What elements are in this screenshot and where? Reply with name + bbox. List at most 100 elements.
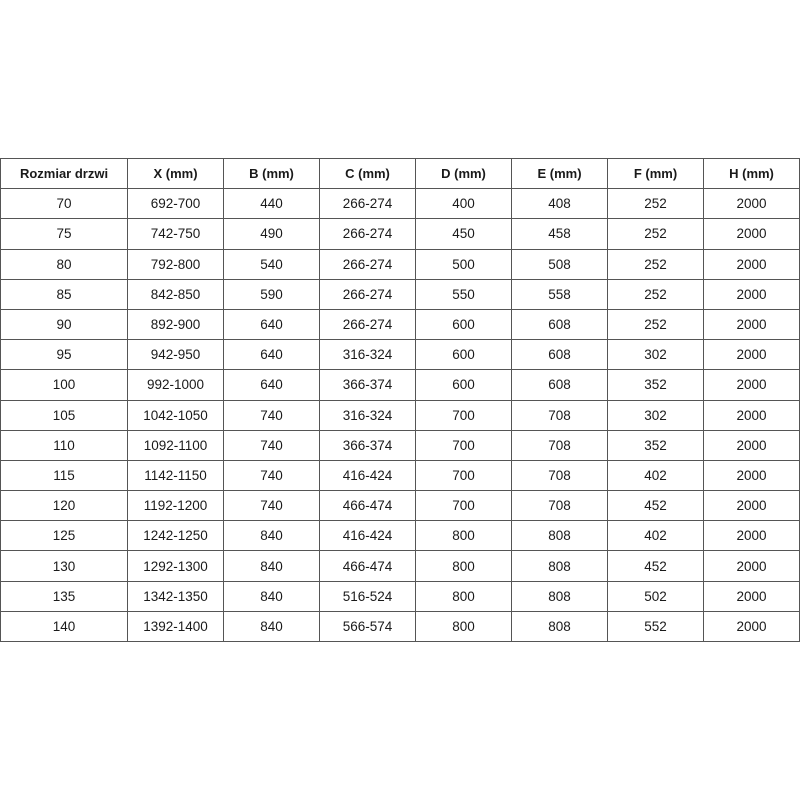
- table-cell: 2000: [703, 580, 800, 612]
- table-row: 135 1342-1350 840 516-524 800 808 502 2000: [0, 580, 800, 612]
- table-cell: 792-800: [127, 248, 224, 280]
- table-cell: 2000: [703, 218, 800, 250]
- table-cell: 552: [607, 610, 704, 643]
- table-row: 80 792-800 540 266-274 500 508 252 2000: [0, 248, 800, 280]
- table-cell: 125: [0, 520, 128, 552]
- column-header: H (mm): [703, 157, 800, 190]
- table-cell: 95: [0, 339, 128, 371]
- table-cell: 808: [511, 520, 608, 552]
- table-cell: 708: [511, 429, 608, 461]
- table-cell: 808: [511, 580, 608, 612]
- table-cell: 2000: [703, 278, 800, 310]
- table-cell: 708: [511, 459, 608, 492]
- table-cell: 1092-1100: [127, 429, 224, 461]
- table-row: 70 692-700 440 266-274 400 408 252 2000: [0, 188, 800, 220]
- table-cell: 416-424: [319, 520, 416, 552]
- table-cell: 266-274: [319, 188, 416, 220]
- table-cell: 992-1000: [127, 369, 224, 401]
- table-cell: 2000: [703, 459, 800, 492]
- table-cell: 2000: [703, 399, 800, 431]
- table-cell: 608: [511, 308, 608, 341]
- table-cell: 450: [415, 218, 512, 250]
- column-header: C (mm): [319, 157, 416, 190]
- table-cell: 252: [607, 278, 704, 310]
- table-cell: 266-274: [319, 248, 416, 280]
- table-cell: 115: [0, 459, 128, 492]
- table-cell: 352: [607, 369, 704, 401]
- table-cell: 452: [607, 550, 704, 582]
- column-header: Rozmiar drzwi: [0, 157, 128, 190]
- table-row: 95 942-950 640 316-324 600 608 302 2000: [0, 339, 800, 371]
- door-size-table: Rozmiar drzwi X (mm) B (mm) C (mm) D (mm) E (…: [0, 157, 800, 643]
- table-cell: 2000: [703, 188, 800, 220]
- table-cell: 266-274: [319, 278, 416, 310]
- table-cell: 800: [415, 580, 512, 612]
- table-cell: 840: [223, 520, 320, 552]
- table-cell: 808: [511, 610, 608, 643]
- table-cell: 808: [511, 550, 608, 582]
- table-cell: 366-374: [319, 429, 416, 461]
- table-cell: 440: [223, 188, 320, 220]
- table-cell: 266-274: [319, 218, 416, 250]
- table-cell: 740: [223, 399, 320, 431]
- table-cell: 700: [415, 490, 512, 522]
- table-row: 100 992-1000 640 366-374 600 608 352 2000: [0, 369, 800, 401]
- table-cell: 558: [511, 278, 608, 310]
- table-cell: 402: [607, 459, 704, 492]
- table-cell: 120: [0, 490, 128, 522]
- table-row: 140 1392-1400 840 566-574 800 808 552 2000: [0, 610, 800, 643]
- table-row: 125 1242-1250 840 416-424 800 808 402 2000: [0, 520, 800, 552]
- table-cell: 490: [223, 218, 320, 250]
- table-cell: 942-950: [127, 339, 224, 371]
- table-cell: 1292-1300: [127, 550, 224, 582]
- table-cell: 800: [415, 520, 512, 552]
- table-cell: 402: [607, 520, 704, 552]
- table-cell: 352: [607, 429, 704, 461]
- table-cell: 105: [0, 399, 128, 431]
- table-cell: 266-274: [319, 308, 416, 341]
- table-cell: 2000: [703, 550, 800, 582]
- table-cell: 70: [0, 188, 128, 220]
- table-cell: 800: [415, 550, 512, 582]
- table-cell: 2000: [703, 610, 800, 643]
- table-cell: 692-700: [127, 188, 224, 220]
- table-cell: 600: [415, 308, 512, 341]
- table-cell: 452: [607, 490, 704, 522]
- table-cell: 140: [0, 610, 128, 643]
- table-cell: 700: [415, 459, 512, 492]
- table-cell: 85: [0, 278, 128, 310]
- table-cell: 252: [607, 218, 704, 250]
- table-cell: 1342-1350: [127, 580, 224, 612]
- table-cell: 135: [0, 580, 128, 612]
- column-header: X (mm): [127, 157, 224, 190]
- table-cell: 508: [511, 248, 608, 280]
- table-cell: 1242-1250: [127, 520, 224, 552]
- table-cell: 892-900: [127, 308, 224, 341]
- table-cell: 608: [511, 339, 608, 371]
- table-cell: 75: [0, 218, 128, 250]
- table-cell: 90: [0, 308, 128, 341]
- table-cell: 2000: [703, 520, 800, 552]
- column-header: E (mm): [511, 157, 608, 190]
- header-row: Rozmiar drzwi X (mm) B (mm) C (mm) D (mm) E (…: [0, 157, 800, 190]
- table-cell: 130: [0, 550, 128, 582]
- table-cell: 502: [607, 580, 704, 612]
- table-cell: 708: [511, 399, 608, 431]
- table-row: 110 1092-1100 740 366-374 700 708 352 2000: [0, 429, 800, 461]
- table-cell: 740: [223, 459, 320, 492]
- column-header: B (mm): [223, 157, 320, 190]
- table-cell: 1042-1050: [127, 399, 224, 431]
- table-cell: 2000: [703, 248, 800, 280]
- table-cell: 302: [607, 339, 704, 371]
- table-cell: 316-324: [319, 399, 416, 431]
- table-cell: 640: [223, 339, 320, 371]
- table-cell: 252: [607, 308, 704, 341]
- table-cell: 540: [223, 248, 320, 280]
- table-cell: 1392-1400: [127, 610, 224, 643]
- table-cell: 1192-1200: [127, 490, 224, 522]
- table-cell: 80: [0, 248, 128, 280]
- table-cell: 2000: [703, 429, 800, 461]
- table-cell: 366-374: [319, 369, 416, 401]
- table-cell: 742-750: [127, 218, 224, 250]
- table-cell: 316-324: [319, 339, 416, 371]
